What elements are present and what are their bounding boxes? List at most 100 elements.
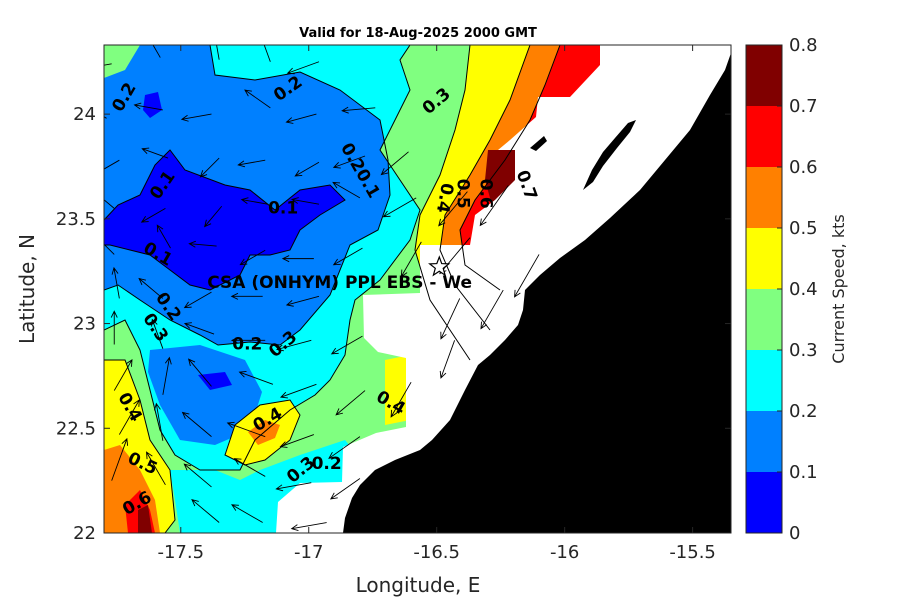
current-arrow xyxy=(204,205,223,228)
map-frame xyxy=(103,44,732,534)
colorbar-swatch xyxy=(746,472,782,533)
x-axis-label: Longitude, E xyxy=(356,573,481,597)
x-tick-label: -15.5 xyxy=(669,542,716,563)
current-arrow xyxy=(480,289,504,330)
y-tick-label: 23.5 xyxy=(56,209,96,230)
current-arrow xyxy=(199,157,220,178)
current-vectors xyxy=(104,45,540,533)
current-arrow xyxy=(146,451,166,486)
colorbar-swatch xyxy=(746,167,782,228)
current-arrow xyxy=(281,255,314,263)
current-arrow xyxy=(279,383,317,399)
current-arrow xyxy=(332,247,363,266)
colorbar-tick-label: 0.4 xyxy=(789,279,818,300)
y-tick-label: 22 xyxy=(73,523,96,544)
current-arrow xyxy=(113,358,133,391)
current-arrow xyxy=(294,161,320,177)
current-arrow xyxy=(382,197,417,218)
colorbar-swatch xyxy=(746,350,782,411)
contour-label: 0.2 xyxy=(312,454,342,474)
colorbar-swatch xyxy=(746,411,782,472)
current-arrow xyxy=(290,522,327,532)
speed-band-0-0.1-small xyxy=(143,92,162,118)
current-arrow xyxy=(276,339,312,352)
current-arrow xyxy=(183,322,215,335)
y-axis: 22 22.5 23 23.5 24 xyxy=(56,104,731,544)
x-axis: -17.5 -17 -16.5 -16 -15.5 xyxy=(157,45,716,563)
colorbar-swatch xyxy=(746,45,782,106)
speed-band-0.7-0.8-sw xyxy=(138,505,152,533)
colorbar-label: Current Speed, kts xyxy=(829,214,848,363)
colorbar-tick-label: 0.1 xyxy=(789,462,818,483)
current-arrow xyxy=(286,61,320,75)
current-arrow xyxy=(230,292,263,300)
current-arrow xyxy=(110,310,118,345)
current-arrow xyxy=(332,181,361,199)
current-arrow xyxy=(439,340,456,379)
colorbar-tick-label: 0.5 xyxy=(789,218,818,239)
offshore-island xyxy=(583,120,636,190)
current-arrow xyxy=(239,249,266,266)
colorbar-swatch xyxy=(746,289,782,350)
current-arrow xyxy=(380,151,409,176)
x-tick-label: -16.5 xyxy=(413,542,460,563)
site-marker: CSA (ONHYM) PPL EBS - We xyxy=(207,255,472,293)
y-axis-label: Latitude, N xyxy=(15,234,39,344)
contour-label: 0.6 xyxy=(475,179,495,209)
current-arrow xyxy=(118,399,140,435)
current-arrow xyxy=(237,159,266,168)
current-arrow xyxy=(191,499,220,523)
current-arrow xyxy=(479,185,509,227)
coastal-islet xyxy=(530,136,547,151)
colorbar: 0 0.1 0.2 0.3 0.4 0.5 0.6 0.7 0.8 xyxy=(745,35,818,544)
current-arrow xyxy=(275,482,312,492)
y-tick-label: 22.5 xyxy=(56,418,96,439)
current-arrow xyxy=(440,298,461,340)
contour-label: 0.1 xyxy=(268,198,298,218)
x-tick-label: -17.5 xyxy=(157,542,204,563)
colorbar-tick-label: 0.2 xyxy=(789,401,818,422)
current-arrow xyxy=(285,295,320,307)
current-arrow xyxy=(233,458,266,477)
current-arrow xyxy=(183,291,212,309)
current-arrow xyxy=(244,89,271,109)
speed-band-0-0.1-spot xyxy=(198,372,232,390)
colorbar-swatch xyxy=(746,106,782,167)
y-tick-label: 24 xyxy=(73,104,96,125)
speed-band-0.3-0.4-left xyxy=(104,45,140,78)
current-arrow xyxy=(348,522,368,533)
current-arrow xyxy=(104,63,112,66)
current-arrow xyxy=(332,155,366,169)
map-area: 0.2 0.2 0.30.1 0.20.10.10.10.40.5 0.6 0.70.20… xyxy=(104,45,731,533)
current-arrow xyxy=(156,224,171,249)
contour-label: 0.5 xyxy=(452,179,472,209)
speed-band-0.4-0.5-coast xyxy=(385,355,410,425)
current-arrow xyxy=(153,402,164,441)
y-tick-label: 23 xyxy=(73,314,96,335)
current-arrow xyxy=(330,335,363,355)
current-arrow xyxy=(279,434,315,448)
current-arrow xyxy=(183,463,212,488)
current-arrow xyxy=(140,207,166,223)
current-arrow xyxy=(216,45,220,60)
current-arrow xyxy=(285,113,317,124)
speed-band-0-0.1 xyxy=(104,150,345,290)
current-arrow xyxy=(240,197,268,205)
current-arrow xyxy=(104,243,115,255)
colorbar-tick-label: 0.3 xyxy=(789,340,818,361)
current-arrow xyxy=(400,241,422,278)
current-arrow xyxy=(138,277,164,299)
colorbar-tick-label: 0.7 xyxy=(789,96,818,117)
x-tick-label: -17 xyxy=(294,542,323,563)
current-arrow xyxy=(329,478,361,500)
current-arrow xyxy=(438,191,468,227)
current-arrow xyxy=(226,421,266,438)
site-label: CSA (ONHYM) PPL EBS - We xyxy=(207,273,472,293)
colorbar-swatch xyxy=(746,228,782,289)
map-title: Valid for 18-Aug-2025 2000 GMT xyxy=(299,26,537,41)
current-arrow xyxy=(141,147,169,159)
current-arrow xyxy=(111,437,129,481)
speed-band-0.1-0.2-lower xyxy=(148,345,262,445)
colorbar-tick-label: 0.6 xyxy=(789,157,818,178)
